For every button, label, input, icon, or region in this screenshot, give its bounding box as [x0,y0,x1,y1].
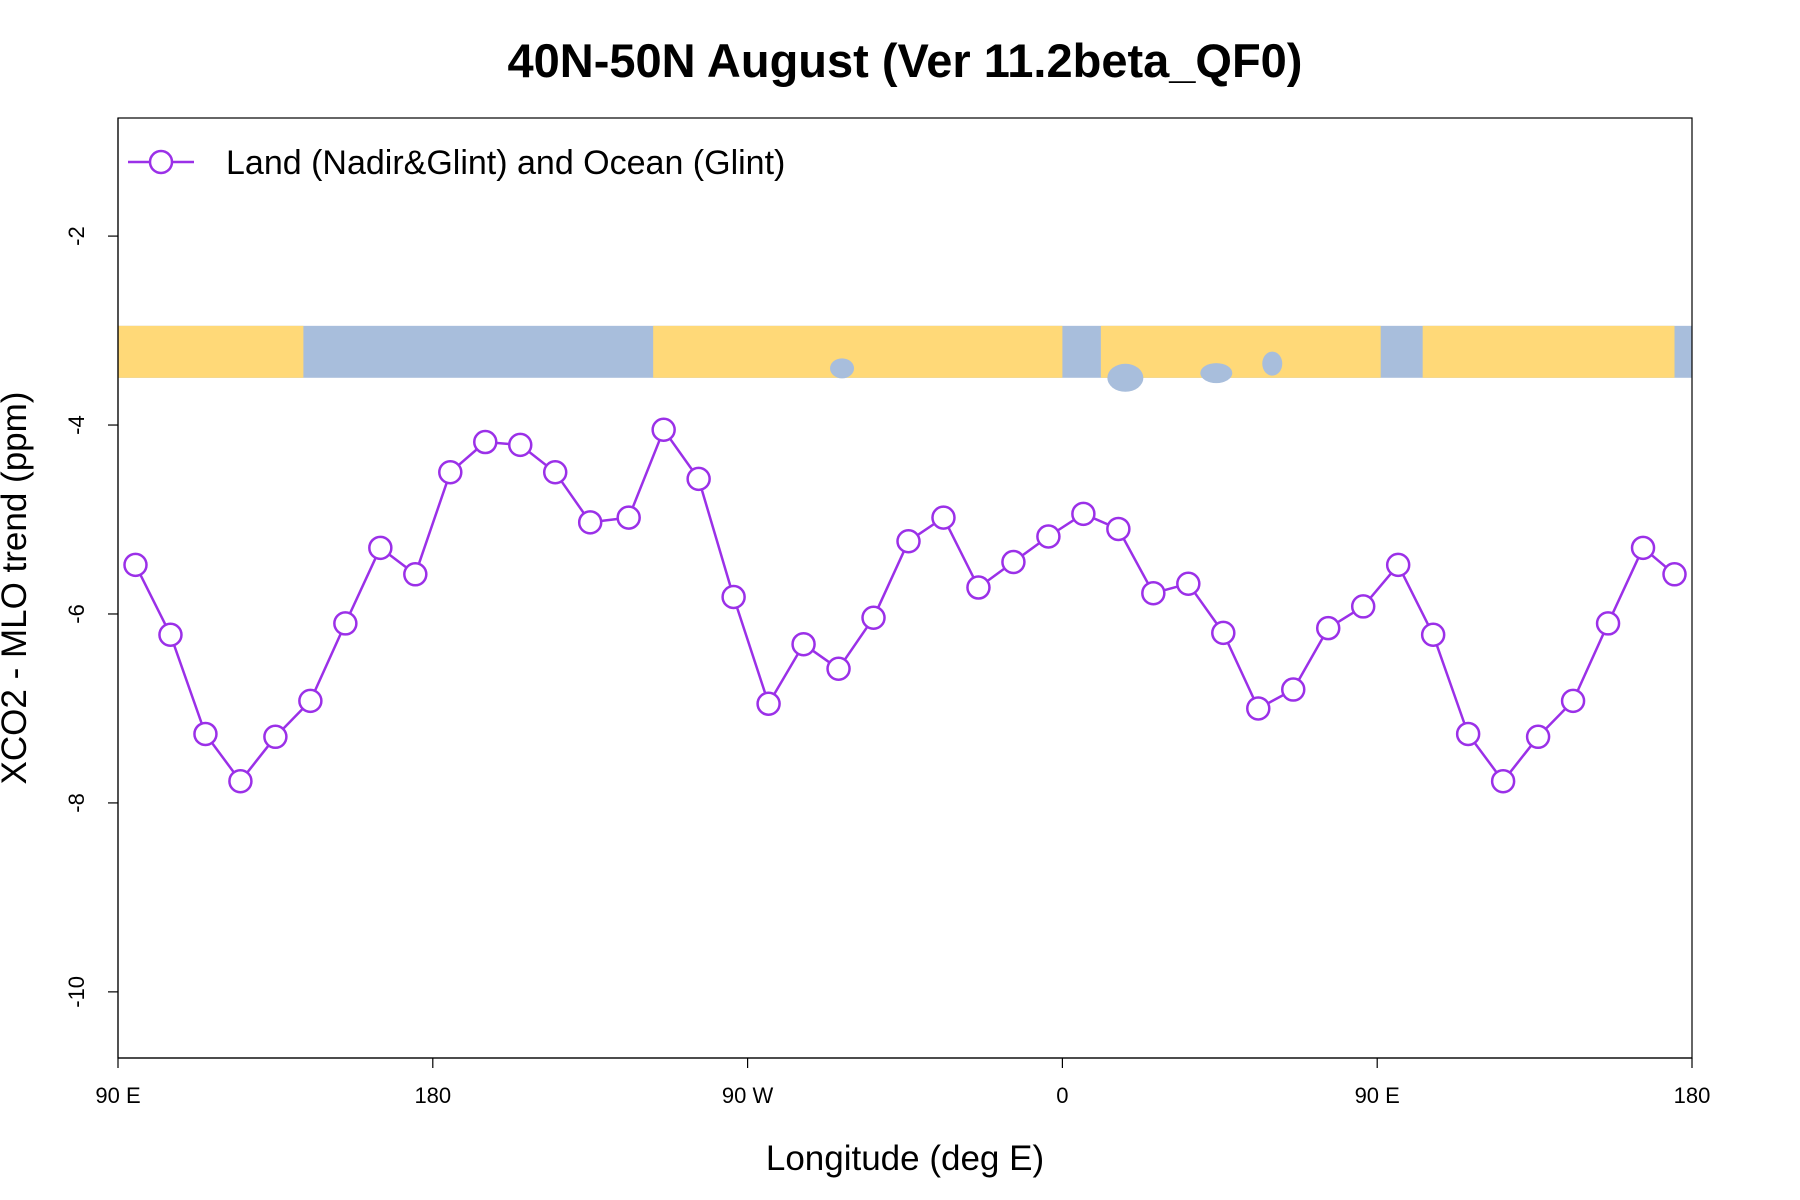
data-point [1281,677,1306,702]
data-point [1315,615,1341,641]
data-point [931,505,956,530]
data-point [1420,622,1446,648]
data-point [1211,620,1236,646]
data-point [507,432,533,458]
data-point [542,460,568,485]
data-point [1001,549,1026,575]
data-point [1385,552,1411,578]
data-point [403,562,428,587]
data-point [193,721,218,747]
x-axis-label: Longitude (deg E) [766,1139,1044,1178]
legend-entry: Land (Nadir&Glint) and Ocean (Glint) [226,144,785,182]
map-land [653,325,1063,378]
y-axis-label: XCO2 - MLO trend (ppm) [0,392,34,785]
map-sea [1107,363,1144,392]
map-land [1100,325,1381,378]
map-strip [118,325,1692,392]
data-point [473,429,498,455]
data-point [577,510,603,535]
data-point [1246,696,1271,721]
series-layer [123,417,1687,794]
map-sea [1262,351,1283,376]
data-point [1490,768,1516,794]
map-land [118,325,304,378]
data-point [1036,524,1061,549]
data-point [686,466,711,492]
data-point [123,552,148,578]
chart-title: 40N-50N August (Ver 11.2beta_QF0) [508,34,1303,87]
data-point [298,688,323,714]
map-land [1422,325,1675,378]
data-point [1106,516,1131,542]
y-tick-label: -10 [64,976,89,1008]
y-tick-label: -6 [64,604,89,624]
series-line [134,428,1676,783]
map-sea [830,358,855,379]
data-point [1071,501,1096,527]
map-sea [1200,363,1233,384]
x-tick-label: 180 [414,1083,451,1108]
data-point [1662,562,1687,587]
data-point [1595,611,1621,636]
legend-marker [148,149,174,175]
y-tick-label: -8 [64,793,89,813]
x-tick-label: 90 E [95,1083,140,1108]
x-axis: 90 E 180 90 W 0 90 E 180 [95,1057,1711,1108]
data-point [333,611,358,636]
data-point [791,631,816,657]
data-point [438,460,463,485]
y-tick-label: -4 [64,415,89,435]
data-point [616,505,641,530]
plot-frame [117,117,1693,1059]
y-tick-label: -2 [64,226,89,246]
data-point [1525,724,1551,750]
data-point [1350,594,1376,619]
data-point [1630,535,1656,561]
data-point [756,691,781,716]
data-point [228,768,253,794]
x-tick-label: 180 [1674,1083,1711,1108]
data-point [861,605,886,631]
data-point [158,622,183,648]
data-point [651,417,676,443]
legend: Land (Nadir&Glint) and Ocean (Glint) [128,144,785,182]
data-point [826,656,851,682]
data-point [1455,721,1481,747]
data-point [896,528,921,554]
x-tick-label: 0 [1056,1083,1068,1108]
data-point [1141,580,1166,606]
data-point [263,724,288,750]
y-axis: -2 -4 -6 -8 -10 [64,118,119,1058]
data-point [368,535,393,561]
data-point [721,584,746,610]
x-tick-label: 90 W [722,1083,774,1108]
data-point [1560,688,1586,714]
data-point [1176,571,1201,596]
x-tick-label: 90 E [1355,1083,1400,1108]
data-point [966,575,991,600]
